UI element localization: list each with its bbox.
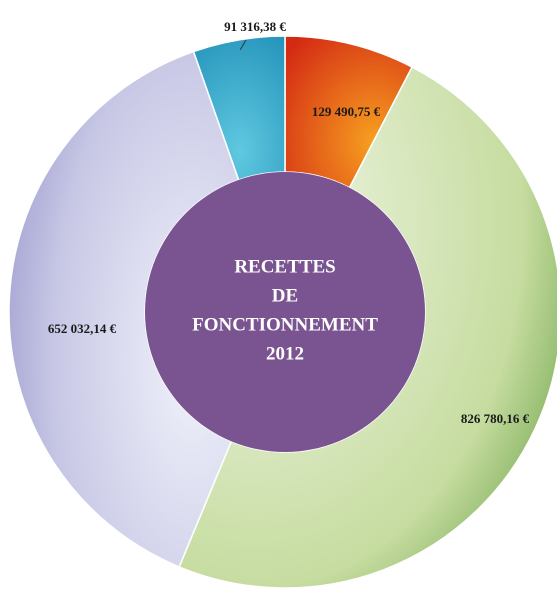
center-circle [145,172,425,452]
chart-title: RECETTES DE FONCTIONNEMENT 2012 [192,257,378,365]
value-label: 826 780,16 € [461,411,530,426]
value-label: 129 490,75 € [312,104,381,119]
value-label: 91 316,38 € [224,19,286,34]
slice [8,50,240,568]
slices [8,35,557,589]
value-label: 652 032,14 € [48,321,117,336]
leader-line [239,39,247,51]
